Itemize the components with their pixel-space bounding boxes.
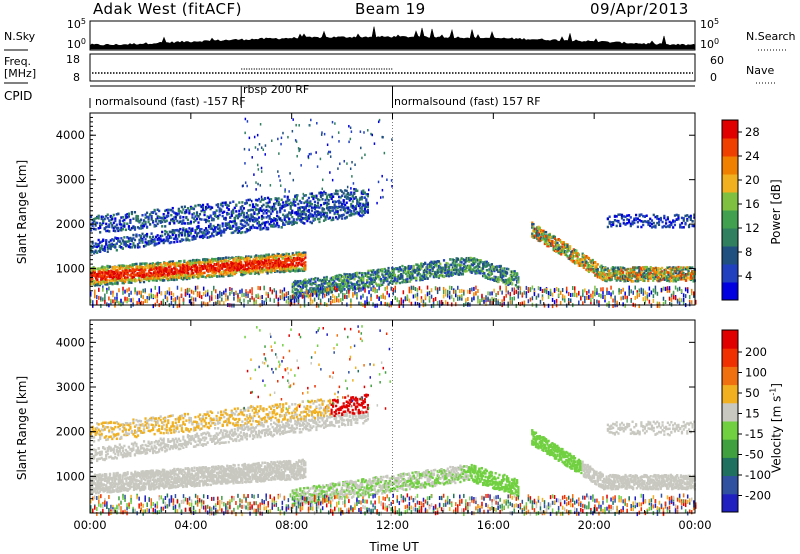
velocity-scatter-group: [90, 325, 697, 517]
velocity-colorbar-label: 15: [745, 407, 760, 421]
power-ytick-label: 4000: [56, 128, 85, 142]
xtick-label: 00:00: [73, 518, 106, 532]
power-colorbar-swatch: [722, 228, 738, 247]
power-colorbar-swatch: [722, 120, 738, 139]
velocity-colorbar-label: -15: [745, 427, 764, 441]
power-colorbar-swatch: [722, 156, 738, 175]
xtick-label: 12:00: [376, 518, 409, 532]
noise-tick-low: 100: [67, 37, 86, 51]
power-colorbar-swatch: [722, 174, 738, 193]
velocity-colorbar-swatch: [722, 421, 738, 440]
noise-right-tick-high: 105: [700, 17, 719, 31]
power-colorbar-label: 4: [745, 269, 752, 283]
power-colorbar-swatch: [722, 192, 738, 211]
xtick-label: 04:00: [174, 518, 207, 532]
velocity-ytick-label: 2000: [56, 425, 85, 439]
velocity-colorbar-label: 100: [745, 366, 767, 380]
velocity-colorbar-swatch: [722, 439, 738, 458]
velocity-colorbar-swatch: [722, 348, 738, 367]
nsearch-label: N.Search: [746, 30, 796, 43]
xtick-label: 20:00: [578, 518, 611, 532]
power-colorbar-swatch: [722, 264, 738, 283]
power-colorbar-swatch: [722, 138, 738, 157]
velocity-colorbar-swatch: [722, 493, 738, 513]
freq-tick-high: 18: [66, 53, 80, 66]
power-colorbar-label: 12: [745, 221, 760, 235]
power-colorbar-label: 16: [745, 197, 760, 211]
power-colorbar-swatch: [722, 246, 738, 265]
nave-label: Nave: [746, 64, 775, 77]
velocity-ytick-label: 1000: [56, 469, 85, 483]
noise-tick-high: 105: [67, 17, 86, 31]
power-colorbar-label: 8: [745, 245, 752, 259]
velocity-colorbar-swatch: [722, 384, 738, 404]
power-colorbar-swatch: [722, 210, 738, 229]
cpid-mode-3: normalsound (fast) 157 RF: [394, 95, 541, 108]
freq-panel-frame: [89, 53, 696, 82]
power-ytick-label: 2000: [56, 217, 85, 231]
velocity-colorbar-swatch: [722, 366, 738, 386]
power-ytick-label: 1000: [56, 262, 85, 276]
velocity-colorbar-label: -50: [745, 448, 764, 462]
velocity-colorbar-frame: [721, 329, 739, 513]
velocity-ytick-label: 3000: [56, 380, 85, 394]
velocity-colorbar-label: -200: [745, 489, 771, 503]
xtick-label: 08:00: [275, 518, 308, 532]
velocity-colorbar-label: 50: [745, 386, 760, 400]
date-label: 09/Apr/2013: [590, 0, 689, 18]
power-scatter-group: [90, 117, 697, 309]
power-colorbar-frame: [721, 119, 739, 301]
velocity-colorbar-swatch: [722, 457, 738, 477]
freq-unit-label: [MHz]: [4, 67, 37, 80]
xtick-label: 16:00: [477, 518, 510, 532]
velocity-ytick-label: 4000: [56, 335, 85, 349]
velocity-colorbar-label: -100: [745, 468, 771, 482]
noise-right-tick-low: 100: [700, 37, 719, 51]
nave-tick-high: 60: [710, 54, 724, 67]
cpid-mode-1: normalsound (fast) -157 RF: [95, 95, 246, 108]
freq-label: Freq.: [4, 55, 32, 68]
velocity-colorbar-swatch: [722, 475, 738, 495]
velocity-colorbar-swatch: [722, 402, 738, 422]
plot-title: Adak West (fitACF): [93, 0, 242, 18]
beam-label: Beam 19: [355, 0, 426, 18]
x-axis-label: Time UT: [369, 540, 419, 554]
power-colorbar-swatch: [722, 282, 738, 301]
nsky-label: N.Sky: [4, 30, 36, 43]
cpid-label: CPID: [4, 89, 33, 103]
xtick-label: 00:00: [678, 518, 711, 532]
power-colorbar-label: 28: [745, 125, 760, 139]
velocity-colorbar-swatch: [722, 330, 738, 349]
power-colorbar-label: 24: [745, 149, 760, 163]
freq-tick-low: 8: [73, 71, 80, 84]
nave-tick-low: 0: [710, 71, 717, 84]
noise-sky-trace: [89, 26, 696, 50]
noise-panel-frame: [89, 20, 696, 51]
power-colorbar-label: 20: [745, 173, 760, 187]
velocity-colorbar-label: 200: [745, 345, 767, 359]
power-ytick-label: 3000: [56, 173, 85, 187]
